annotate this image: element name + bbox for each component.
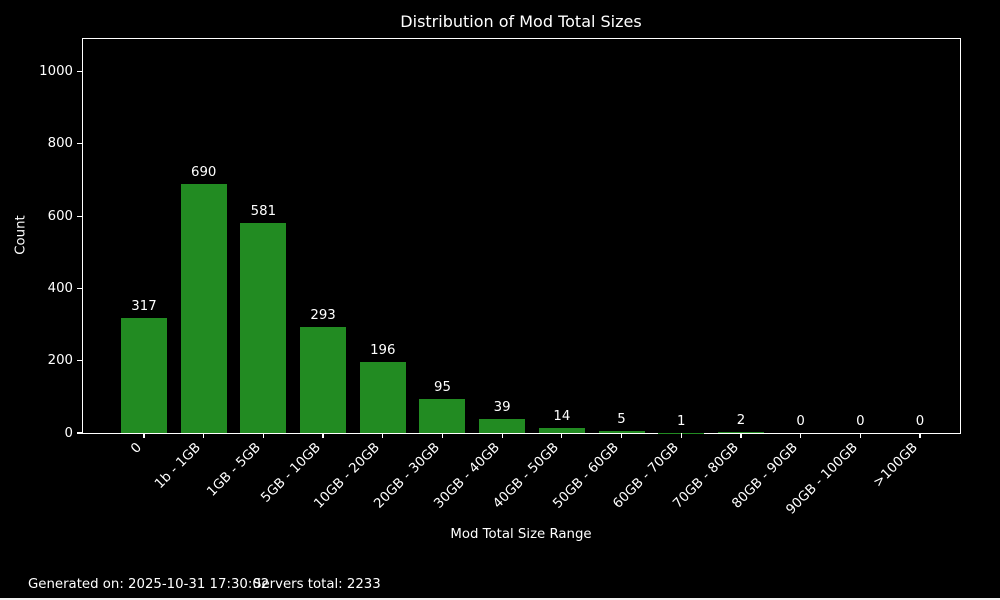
bar-value-label: 95 (433, 379, 451, 395)
bar (359, 362, 406, 433)
x-tick (441, 433, 444, 438)
bar (121, 318, 167, 433)
y-tick-label: 0 (64, 425, 73, 441)
bar-value-label: 0 (915, 414, 925, 429)
y-tick-label: 800 (47, 136, 73, 152)
x-tick (322, 433, 324, 438)
x-tick-label: 1GB - 5GB (204, 440, 264, 500)
x-tick (620, 433, 623, 438)
bar-value-label: 0 (856, 414, 865, 429)
x-tick (859, 433, 861, 438)
plot-area (82, 38, 961, 434)
x-tick (740, 433, 742, 438)
bar (180, 183, 227, 433)
y-tick-label: 200 (47, 353, 73, 369)
bar (717, 432, 764, 433)
x-tick (501, 433, 503, 438)
footer-servers-total: Servers total: 2233 (253, 577, 381, 592)
y-tick (77, 143, 82, 145)
bottom-rule (0, 598, 1000, 600)
bar-value-label: 2 (736, 413, 746, 429)
bar-value-label: 581 (250, 204, 277, 220)
y-tick (77, 360, 82, 362)
bar (240, 223, 287, 433)
bar (538, 427, 585, 433)
y-tick-label: 1000 (39, 64, 73, 80)
y-tick-label: 600 (47, 208, 73, 224)
x-tick-label: >100GB (870, 440, 921, 491)
bar-value-label: 293 (310, 308, 336, 324)
y-tick (77, 215, 82, 217)
x-tick (262, 433, 264, 438)
bar-value-label: 39 (493, 399, 511, 415)
x-tick (203, 433, 205, 438)
bar (479, 418, 526, 433)
y-tick (77, 71, 82, 73)
bar-value-label: 14 (553, 408, 571, 424)
x-tick (561, 433, 563, 438)
x-tick-label: 0 (127, 440, 145, 457)
bar-value-label: 0 (796, 414, 805, 429)
bar (598, 431, 645, 433)
x-axis-label: Mod Total Size Range (450, 527, 592, 542)
bar-value-label: 317 (131, 299, 157, 315)
chart-title: Distribution of Mod Total Sizes (400, 12, 642, 31)
x-tick-label: 5GB - 10GB (258, 440, 324, 506)
bar-value-label: 196 (370, 343, 396, 359)
x-tick (143, 433, 145, 438)
bar-value-label: 5 (617, 412, 626, 428)
x-tick (919, 433, 921, 438)
bar-value-label: 690 (190, 164, 217, 180)
y-tick (77, 432, 82, 434)
bar-value-label: 1 (676, 413, 686, 429)
x-tick-label: 1b - 1GB (152, 440, 205, 492)
y-tick (77, 287, 82, 290)
bar (300, 327, 347, 433)
y-tick-label: 400 (47, 280, 73, 296)
x-tick (680, 433, 682, 438)
x-tick (800, 433, 802, 438)
footer-generated-timestamp: Generated on: 2025-10-31 17:30:02 (28, 577, 270, 592)
x-tick (382, 433, 384, 438)
bar (419, 398, 466, 433)
